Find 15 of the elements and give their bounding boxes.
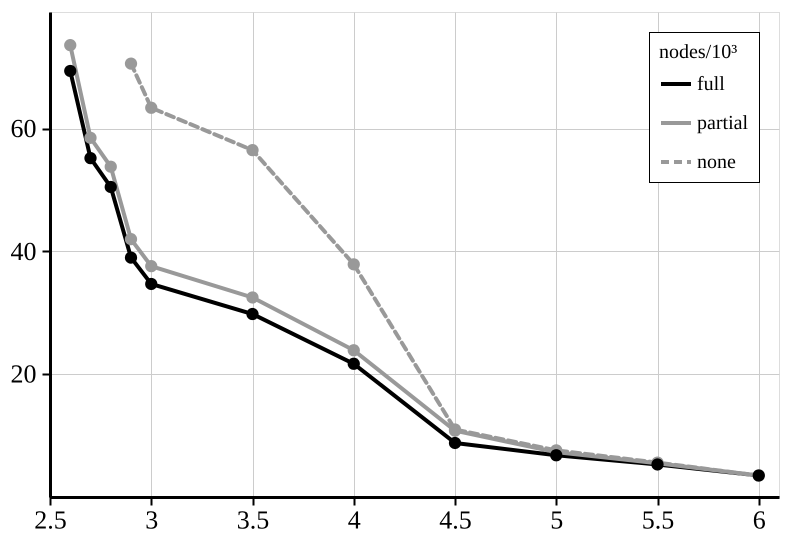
y-tick-label: 40 bbox=[10, 236, 36, 266]
legend-title: nodes/10³ bbox=[659, 41, 738, 63]
y-tick-label: 60 bbox=[10, 114, 36, 144]
x-tick-label: 5 bbox=[550, 506, 564, 534]
x-tick-label: 2.5 bbox=[34, 506, 67, 534]
x-tick-label: 6 bbox=[752, 506, 766, 534]
x-tick-label: 3 bbox=[145, 506, 158, 534]
x-tick-label: 3.5 bbox=[236, 506, 270, 534]
legend-label: full bbox=[697, 73, 726, 95]
legend-label: none bbox=[697, 151, 736, 173]
x-tick-label: 4.5 bbox=[439, 506, 472, 534]
y-tick-label: 20 bbox=[10, 360, 36, 389]
x-tick-label: 4 bbox=[348, 506, 361, 534]
x-tick-label: 5.5 bbox=[642, 506, 674, 534]
legend-label: partial bbox=[697, 112, 749, 134]
